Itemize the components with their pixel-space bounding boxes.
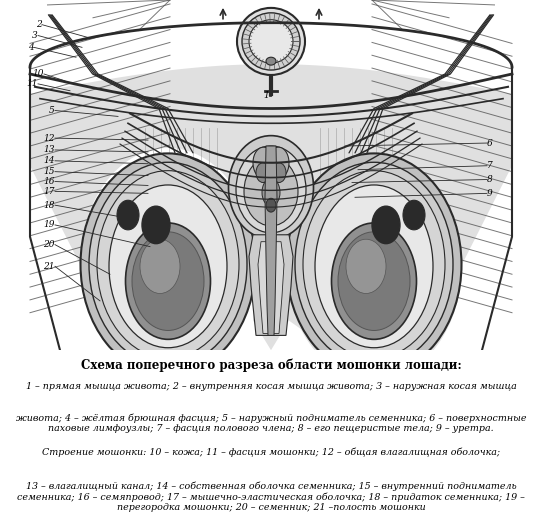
Ellipse shape bbox=[295, 162, 453, 367]
Text: 7: 7 bbox=[487, 161, 493, 170]
Ellipse shape bbox=[262, 179, 280, 206]
Text: 18: 18 bbox=[43, 201, 55, 210]
Ellipse shape bbox=[272, 163, 286, 182]
Ellipse shape bbox=[303, 170, 445, 358]
Text: 20: 20 bbox=[43, 240, 55, 249]
Ellipse shape bbox=[256, 163, 270, 182]
Ellipse shape bbox=[109, 185, 227, 348]
Ellipse shape bbox=[229, 135, 313, 239]
Text: 3: 3 bbox=[33, 31, 38, 40]
Ellipse shape bbox=[244, 157, 298, 226]
Text: живота; 4 – жёлтая брюшная фасция; 5 – наружный подниматель семенника; 6 – повер: живота; 4 – жёлтая брюшная фасция; 5 – н… bbox=[16, 413, 526, 433]
Text: 1 – прямая мышца живота; 2 – внутренняя косая мышца живота; 3 – наружная косая м: 1 – прямая мышца живота; 2 – внутренняя … bbox=[25, 383, 517, 391]
Ellipse shape bbox=[97, 170, 239, 358]
Text: 13: 13 bbox=[43, 145, 55, 154]
Ellipse shape bbox=[81, 153, 255, 375]
Text: 21: 21 bbox=[43, 262, 55, 271]
Ellipse shape bbox=[287, 153, 461, 375]
Ellipse shape bbox=[266, 57, 276, 65]
Text: 5: 5 bbox=[49, 106, 55, 115]
Text: 15: 15 bbox=[43, 167, 55, 176]
Text: 2: 2 bbox=[36, 20, 42, 29]
Ellipse shape bbox=[236, 146, 306, 233]
Polygon shape bbox=[265, 146, 277, 335]
Text: 6: 6 bbox=[487, 139, 493, 147]
Ellipse shape bbox=[403, 200, 425, 230]
Polygon shape bbox=[258, 242, 284, 333]
Text: 11: 11 bbox=[27, 79, 38, 89]
Text: 17: 17 bbox=[43, 187, 55, 196]
Ellipse shape bbox=[89, 162, 247, 367]
Text: 1: 1 bbox=[263, 91, 269, 100]
Text: 12: 12 bbox=[43, 133, 55, 143]
Text: 10: 10 bbox=[33, 70, 44, 78]
Ellipse shape bbox=[338, 232, 410, 331]
Text: 19: 19 bbox=[43, 220, 55, 229]
Ellipse shape bbox=[249, 20, 293, 63]
Polygon shape bbox=[253, 147, 289, 178]
Ellipse shape bbox=[142, 206, 170, 244]
Ellipse shape bbox=[346, 239, 386, 294]
Text: 4: 4 bbox=[28, 43, 34, 52]
Text: Схема поперечного разреза области мошонки лошади:: Схема поперечного разреза области мошонк… bbox=[81, 358, 461, 372]
Text: 8: 8 bbox=[487, 175, 493, 184]
Polygon shape bbox=[249, 235, 293, 335]
Ellipse shape bbox=[237, 8, 305, 75]
Ellipse shape bbox=[315, 185, 433, 348]
Ellipse shape bbox=[132, 232, 204, 331]
Ellipse shape bbox=[372, 206, 400, 244]
Ellipse shape bbox=[126, 223, 210, 339]
Text: 9: 9 bbox=[487, 189, 493, 198]
Text: 16: 16 bbox=[43, 177, 55, 186]
Polygon shape bbox=[30, 64, 512, 381]
Text: 13 – влагалищный канал; 14 – собственная оболочка семенника; 15 – внутренний под: 13 – влагалищный канал; 14 – собственная… bbox=[17, 481, 525, 512]
Text: 14: 14 bbox=[43, 156, 55, 165]
Ellipse shape bbox=[266, 198, 276, 212]
Text: Строение мошонки: 10 – кожа; 11 – фасция мошонки; 12 – общая влагалищная оболочк: Строение мошонки: 10 – кожа; 11 – фасция… bbox=[42, 447, 500, 456]
Ellipse shape bbox=[242, 13, 300, 70]
Ellipse shape bbox=[332, 223, 416, 339]
Ellipse shape bbox=[140, 239, 180, 294]
Ellipse shape bbox=[117, 200, 139, 230]
